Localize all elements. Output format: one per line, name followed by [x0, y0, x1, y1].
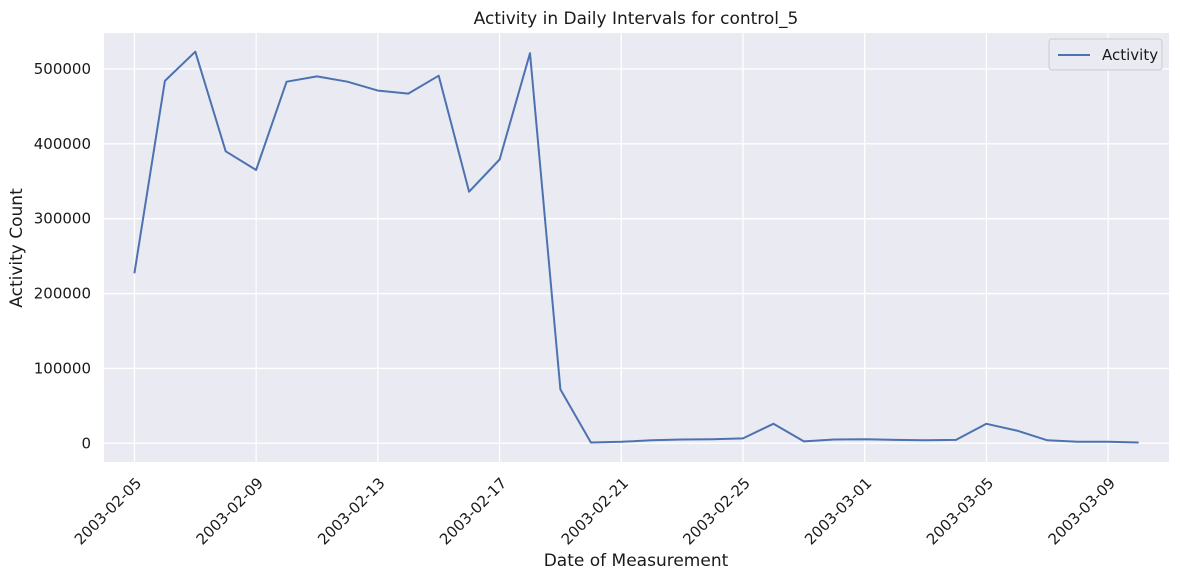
series-line-activity [133, 50, 1139, 444]
y-tick-label: 400000 [34, 135, 91, 153]
y-tick-label: 200000 [34, 285, 91, 303]
x-tick-label: 2003-03-09 [1045, 474, 1119, 548]
plot-background [104, 33, 1169, 462]
chart-title: Activity in Daily Intervals for control_… [474, 9, 799, 29]
legend-label-activity: Activity [1102, 46, 1158, 64]
x-tick-label: 2003-02-05 [71, 474, 145, 548]
x-tick-label: 2003-02-17 [436, 474, 510, 548]
y-tick-label: 500000 [34, 60, 91, 78]
x-tick-label: 2003-03-05 [923, 474, 997, 548]
legend: Activity [1048, 38, 1163, 71]
x-tick-labels: 2003-02-05 2003-02-09 2003-02-13 2003-02-17… [71, 474, 1119, 548]
x-axis-label: Date of Measurement [544, 551, 729, 571]
x-tick-label: 2003-03-01 [801, 474, 875, 548]
y-axis-label: Activity Count [7, 188, 27, 308]
x-tick-label: 2003-02-09 [193, 474, 267, 548]
series-layer [133, 50, 1139, 444]
y-tick-label: 100000 [34, 359, 91, 377]
x-tick-label: 2003-02-13 [314, 474, 388, 548]
x-tick-label: 2003-02-21 [558, 474, 632, 548]
grid-lines [104, 33, 1169, 462]
x-tick-label: 2003-02-25 [679, 474, 753, 548]
y-tick-label: 0 [81, 434, 91, 452]
y-tick-label: 300000 [34, 210, 91, 228]
y-tick-labels: 0 100000 200000 300000 400000 500000 [34, 60, 91, 452]
legend-box [1048, 38, 1163, 71]
